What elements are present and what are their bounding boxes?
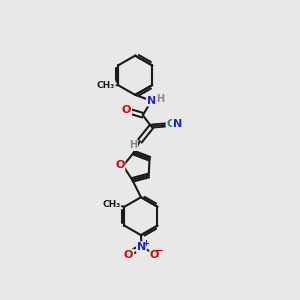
Text: O: O bbox=[124, 250, 133, 260]
Text: O: O bbox=[150, 250, 159, 260]
Text: CH₃: CH₃ bbox=[97, 81, 115, 90]
Text: N: N bbox=[137, 242, 146, 252]
Text: O: O bbox=[122, 105, 131, 115]
Text: −: − bbox=[155, 246, 164, 256]
Text: H: H bbox=[156, 94, 164, 104]
Text: N: N bbox=[147, 96, 156, 106]
Text: C: C bbox=[167, 119, 175, 130]
Text: O: O bbox=[115, 160, 124, 170]
Text: N: N bbox=[173, 119, 182, 130]
Text: H: H bbox=[129, 140, 137, 150]
Text: +: + bbox=[142, 239, 149, 248]
Text: CH₃: CH₃ bbox=[102, 200, 121, 209]
